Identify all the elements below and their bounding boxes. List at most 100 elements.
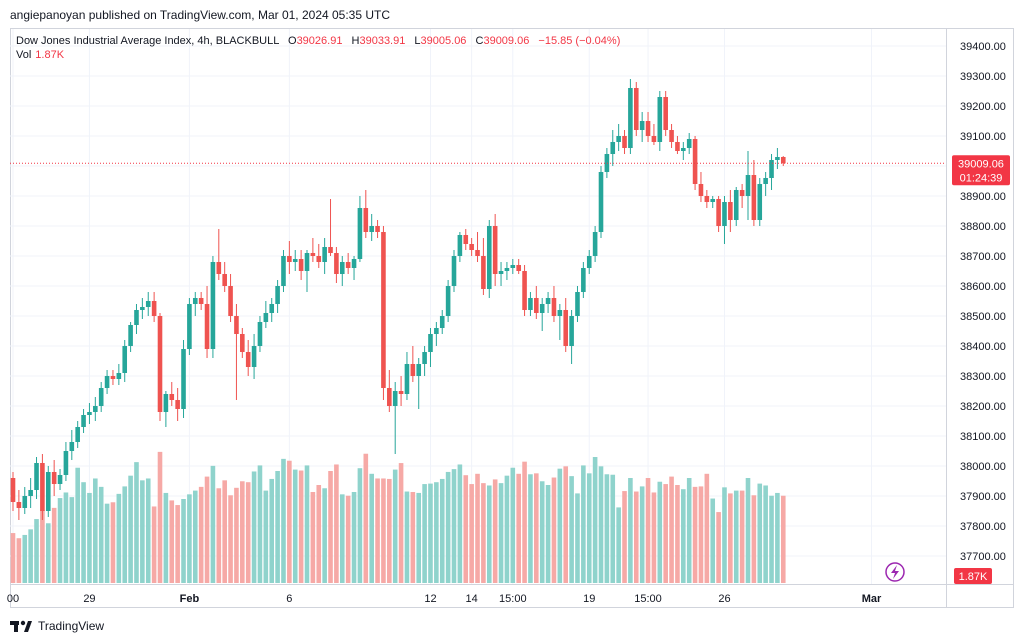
volume-bar (439, 478, 445, 583)
legend-high-label: H (351, 35, 360, 47)
volume-bar (633, 491, 639, 583)
x-tick-label: 15:00 (499, 593, 527, 605)
publish-bar: angiepanoyan published on TradingView.co… (0, 0, 1024, 28)
volume-bar (381, 478, 386, 583)
candle-body (686, 139, 692, 148)
volume-legend: Vol 1.87K (16, 49, 64, 61)
volume-bar (728, 493, 733, 583)
volume-bar (663, 484, 668, 583)
volume-bar (163, 492, 169, 583)
volume-value: 1.87K (35, 49, 65, 61)
volume-bar (322, 488, 327, 583)
volume-bar (87, 492, 92, 583)
volume-bar (69, 497, 75, 583)
volume-bar (110, 502, 116, 583)
candle-body (275, 286, 280, 304)
volume-bar (445, 471, 451, 583)
candle-body (145, 301, 151, 307)
candle-body (334, 253, 339, 274)
y-tick-label: 38000.00 (960, 461, 1006, 473)
volume-bar (28, 529, 33, 583)
candle-body (245, 352, 251, 367)
candle-body (733, 190, 739, 220)
candle-body (57, 475, 63, 484)
candle-body (486, 226, 492, 289)
candle-body (357, 208, 363, 259)
candle-body (704, 196, 710, 202)
candle-body (757, 184, 763, 220)
volume-bar (569, 476, 574, 583)
volume-bar (763, 485, 768, 583)
candle-body (310, 253, 316, 256)
volume-bar (351, 492, 357, 583)
volume-bar (516, 473, 521, 583)
candle-body (698, 184, 704, 196)
volume-bar (369, 473, 374, 583)
volume-bar (528, 474, 533, 583)
candle-body (175, 400, 180, 409)
volume-bar (98, 486, 104, 583)
legend-close-value: 39009.06 (483, 35, 530, 47)
volume-bar (628, 478, 633, 583)
candle-body (122, 346, 128, 373)
volume-bar (739, 490, 745, 583)
candle-body (716, 199, 721, 226)
volume-bar (745, 478, 751, 583)
volume-bar (234, 487, 239, 583)
y-tick-label: 37900.00 (960, 491, 1006, 503)
volume-bar (657, 481, 663, 583)
volume-bar (40, 509, 45, 583)
volume-bar (34, 519, 39, 583)
volume-bar (551, 477, 557, 583)
candle-body (475, 250, 480, 256)
candle-body (722, 202, 727, 226)
volume-bar (292, 469, 298, 583)
candle-body (381, 232, 386, 388)
volume-bar (334, 464, 339, 583)
candle-body (633, 88, 639, 130)
candle-body (645, 121, 651, 136)
volume-bar (422, 484, 427, 583)
candle-body (304, 253, 310, 271)
legend-symbol: Dow Jones Industrial Average Index, 4h, … (16, 35, 279, 47)
volume-bar (375, 478, 380, 583)
candle-body (392, 391, 398, 406)
candle-body (157, 316, 163, 412)
candle-body (22, 496, 28, 508)
volume-bar (522, 461, 527, 583)
candle-body (416, 364, 422, 376)
candle-body (345, 262, 351, 268)
candle-body (410, 364, 416, 376)
candle-body (481, 256, 486, 289)
candle-body (598, 172, 604, 232)
volume-bar (769, 495, 774, 583)
volume-bar (228, 495, 233, 583)
candle-body (398, 391, 404, 394)
candle-body (45, 472, 51, 511)
candle-body (669, 130, 674, 142)
volume-bar (622, 491, 627, 583)
candle-body (751, 175, 757, 220)
volume-bar (10, 533, 16, 583)
legend-high-value: 39033.91 (359, 35, 406, 47)
candle-body (775, 157, 780, 160)
volume-bar (534, 473, 539, 583)
volume-bar (134, 462, 139, 583)
volume-bar (151, 506, 157, 583)
volume-bar (81, 482, 86, 583)
candle-body (263, 313, 269, 322)
candle-body (581, 268, 586, 292)
candle-body (404, 364, 410, 394)
volume-tag (954, 568, 992, 584)
volume-bar (51, 507, 57, 583)
x-tick-label: 6 (286, 593, 292, 605)
y-tick-label: 37700.00 (960, 551, 1006, 563)
candle-body (745, 175, 751, 196)
y-tick-label: 39300.00 (960, 71, 1006, 83)
candle-body (81, 415, 86, 427)
footer-brand[interactable]: TradingView (10, 619, 104, 633)
volume-bar (357, 468, 363, 583)
volume-bar (722, 487, 727, 583)
published-text: angiepanoyan published on TradingView.co… (10, 8, 391, 22)
